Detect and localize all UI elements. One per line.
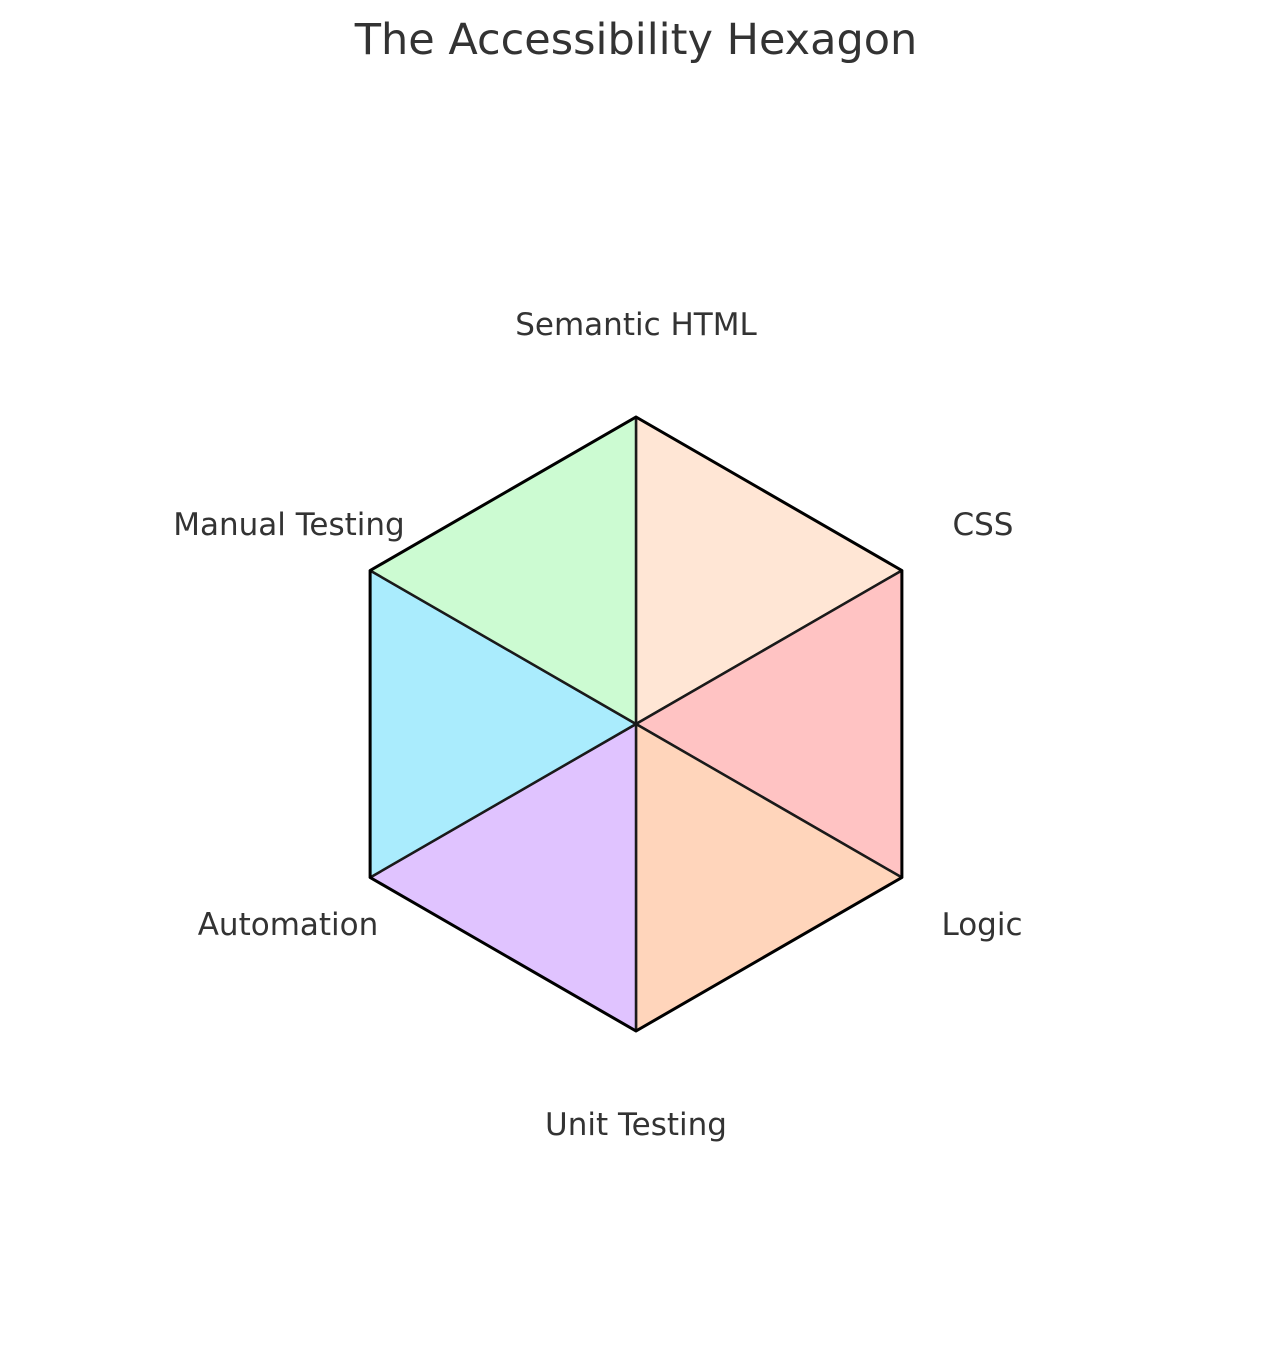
label-css: CSS xyxy=(952,507,1013,543)
label-manual-testing: Manual Testing xyxy=(173,507,405,543)
label-semantic-html: Semantic HTML xyxy=(515,307,757,343)
hexagon-outline xyxy=(368,415,904,1033)
diagram-title: The Accessibility Hexagon xyxy=(354,15,918,65)
label-unit-testing: Unit Testing xyxy=(545,1107,727,1143)
hexagon-segments xyxy=(368,415,904,1033)
label-logic: Logic xyxy=(941,907,1022,943)
hexagon-labels: Semantic HTML CSS Logic Unit Testing Automat… xyxy=(173,307,1022,1143)
label-automation: Automation xyxy=(198,907,379,943)
